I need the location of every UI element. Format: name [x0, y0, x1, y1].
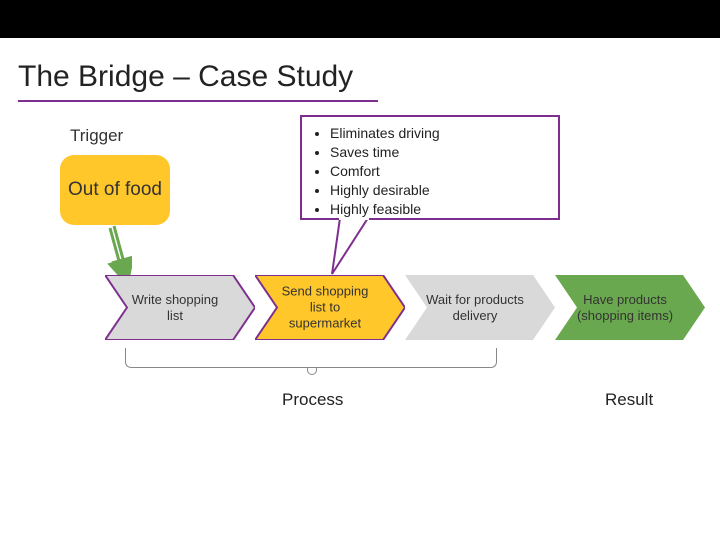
callout-item: Highly desirable	[330, 182, 548, 198]
process-chevrons: Write shopping list Send shopping list t…	[105, 275, 720, 345]
chevron-text: Wait for products delivery	[423, 291, 527, 324]
process-bracket-nub	[307, 367, 317, 375]
chevron-text: Send shopping list to supermarket	[273, 283, 377, 332]
trigger-box-text: Out of food	[68, 179, 162, 202]
process-label: Process	[282, 390, 343, 410]
callout-box: Eliminates driving Saves time Comfort Highl…	[300, 115, 560, 220]
callout-item: Comfort	[330, 163, 548, 179]
process-bracket	[125, 348, 497, 368]
result-label: Result	[605, 390, 653, 410]
arrow-down-icon	[104, 224, 132, 278]
callout-pointer-icon	[328, 218, 374, 280]
callout-item: Eliminates driving	[330, 125, 548, 141]
chevron-step: Have products (shopping items)	[555, 275, 705, 340]
title-underline	[18, 100, 378, 102]
chevron-step: Wait for products delivery	[405, 275, 555, 340]
page-title: The Bridge – Case Study	[18, 60, 353, 94]
callout-list: Eliminates driving Saves time Comfort Highl…	[330, 125, 548, 217]
callout-item: Highly feasible	[330, 201, 548, 217]
callout-item: Saves time	[330, 144, 548, 160]
chevron-text: Write shopping list	[123, 291, 227, 324]
trigger-box: Out of food	[60, 155, 170, 225]
chevron-text: Have products (shopping items)	[573, 291, 677, 324]
trigger-label: Trigger	[70, 126, 123, 146]
top-bar	[0, 0, 720, 38]
chevron-step: Send shopping list to supermarket	[255, 275, 405, 340]
chevron-step: Write shopping list	[105, 275, 255, 340]
